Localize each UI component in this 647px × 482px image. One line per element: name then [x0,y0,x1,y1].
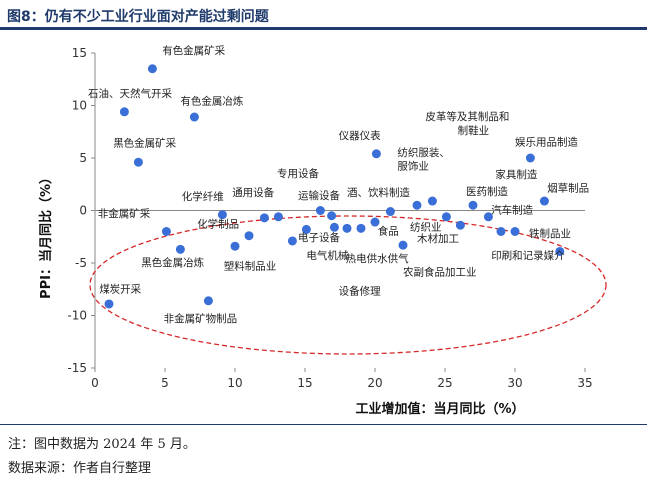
chart-title: 图8：仍有不少工业行业面对产能过剩问题 [7,9,269,25]
data-point [301,224,311,234]
data-point [119,107,129,117]
x-tick-label: 5 [161,376,169,390]
point-label: 有色金属冶炼 [180,94,243,107]
axes: -15 -10 -5 0 5 10 15 0 5 10 15 20 25 30 35 [67,46,592,390]
x-axis-label: 工业增加值：当月同比（%） [355,401,524,417]
data-point [412,200,422,210]
point-label: 黑色金属冶炼 [141,256,204,269]
y-tick-label: -5 [75,256,87,270]
y-axis-label: PPI：当月同比（%） [38,171,54,299]
x-tick-label: 20 [367,376,382,390]
x-tick-label: 15 [297,376,312,390]
point-label: 酒、饮料制造 [347,186,410,199]
x-tick-label: 0 [91,376,99,390]
point-label: 塑料制品业 [224,259,276,272]
y-tick-label: 10 [72,99,87,113]
point-label: 电子设备 [298,231,340,244]
data-point [104,299,114,309]
point-label: 黑色金属矿采 [113,136,176,149]
point-label: 烟草制品 [547,182,589,195]
point-label: 非金属矿物制品 [164,312,238,325]
y-tick-label: 5 [79,151,87,165]
data-point [147,64,157,74]
data-points [104,64,565,309]
point-label: 制鞋业 [458,124,490,137]
point-label: 服饰业 [397,160,429,173]
data-point [525,153,535,163]
data-point [370,217,380,227]
point-label: 农副食品加工业 [403,266,477,279]
point-label: 石油、天然气开采 [88,87,172,100]
y-tick-label: 0 [79,204,87,218]
x-tick-label: 25 [437,376,452,390]
data-point [259,213,269,223]
data-point [329,222,339,232]
data-point [175,244,185,254]
data-point [371,149,381,159]
scatter-chart: -15 -10 -5 0 5 10 15 0 5 10 15 20 25 30 35 有色金属矿采石油、天然… [38,44,607,417]
annotation-ellipse [89,215,607,355]
data-point [273,212,283,222]
data-point [455,220,465,230]
data-point [327,211,337,221]
y-tick-label: 15 [72,46,87,60]
data-point [468,200,478,210]
point-label: 运输设备 [298,189,340,202]
point-label: 热电供水供气 [346,252,409,265]
data-point [244,231,254,241]
data-point [342,223,352,233]
point-label: 娱乐用品制造 [515,135,578,148]
data-point [203,296,213,306]
point-label: 设备修理 [339,285,381,298]
point-label: 纺织服装、 [397,146,450,159]
point-label: 通用设备 [232,186,274,199]
point-label: 非金属矿采 [98,207,151,220]
annotation-ellipse-layer [89,215,607,355]
x-tick-label: 30 [507,376,522,390]
point-label: 医药制造 [466,185,508,198]
data-point [427,196,437,206]
data-point [230,241,240,251]
data-point [385,207,395,217]
point-label: 纺织业 [410,220,442,233]
point-label: 皮革等及其制品和 [425,110,509,123]
point-label: 化学纤维 [182,190,224,203]
data-point [287,236,297,246]
point-label: 煤炭开采 [99,282,141,295]
point-label: 电气机械 [306,249,348,262]
data-point [539,196,549,206]
point-label: 汽车制造 [491,204,533,217]
data-point [161,227,171,236]
point-label: 木材加工 [417,232,459,245]
data-point [133,157,143,167]
point-label: 印刷和记录媒介 [491,249,565,262]
point-label: 食品 [378,225,399,238]
point-label: 铁制品业 [529,227,571,240]
point-label: 有色金属矿采 [162,44,225,57]
point-label: 化学制品 [197,217,239,230]
data-point [189,112,199,122]
chart-note: 注：图中数据为 2024 年 5 月。 [8,437,196,452]
footer-rule [0,424,647,425]
x-tick-label: 10 [227,376,242,390]
x-tick-label: 35 [577,376,592,390]
data-point [356,223,366,233]
data-point [398,240,408,250]
data-point [441,212,451,222]
point-label: 专用设备 [277,167,319,180]
data-point [217,210,227,220]
data-point [510,227,520,236]
point-label: 家具制造 [495,168,537,181]
data-point [555,246,565,256]
data-point [315,206,325,215]
y-tick-label: -15 [67,361,87,375]
point-label: 仪器仪表 [339,129,381,142]
y-tick-label: -10 [67,309,87,323]
data-point [496,227,506,236]
data-point [483,212,493,222]
title-rule [0,27,647,30]
data-source: 数据来源：作者自行整理 [8,461,152,476]
